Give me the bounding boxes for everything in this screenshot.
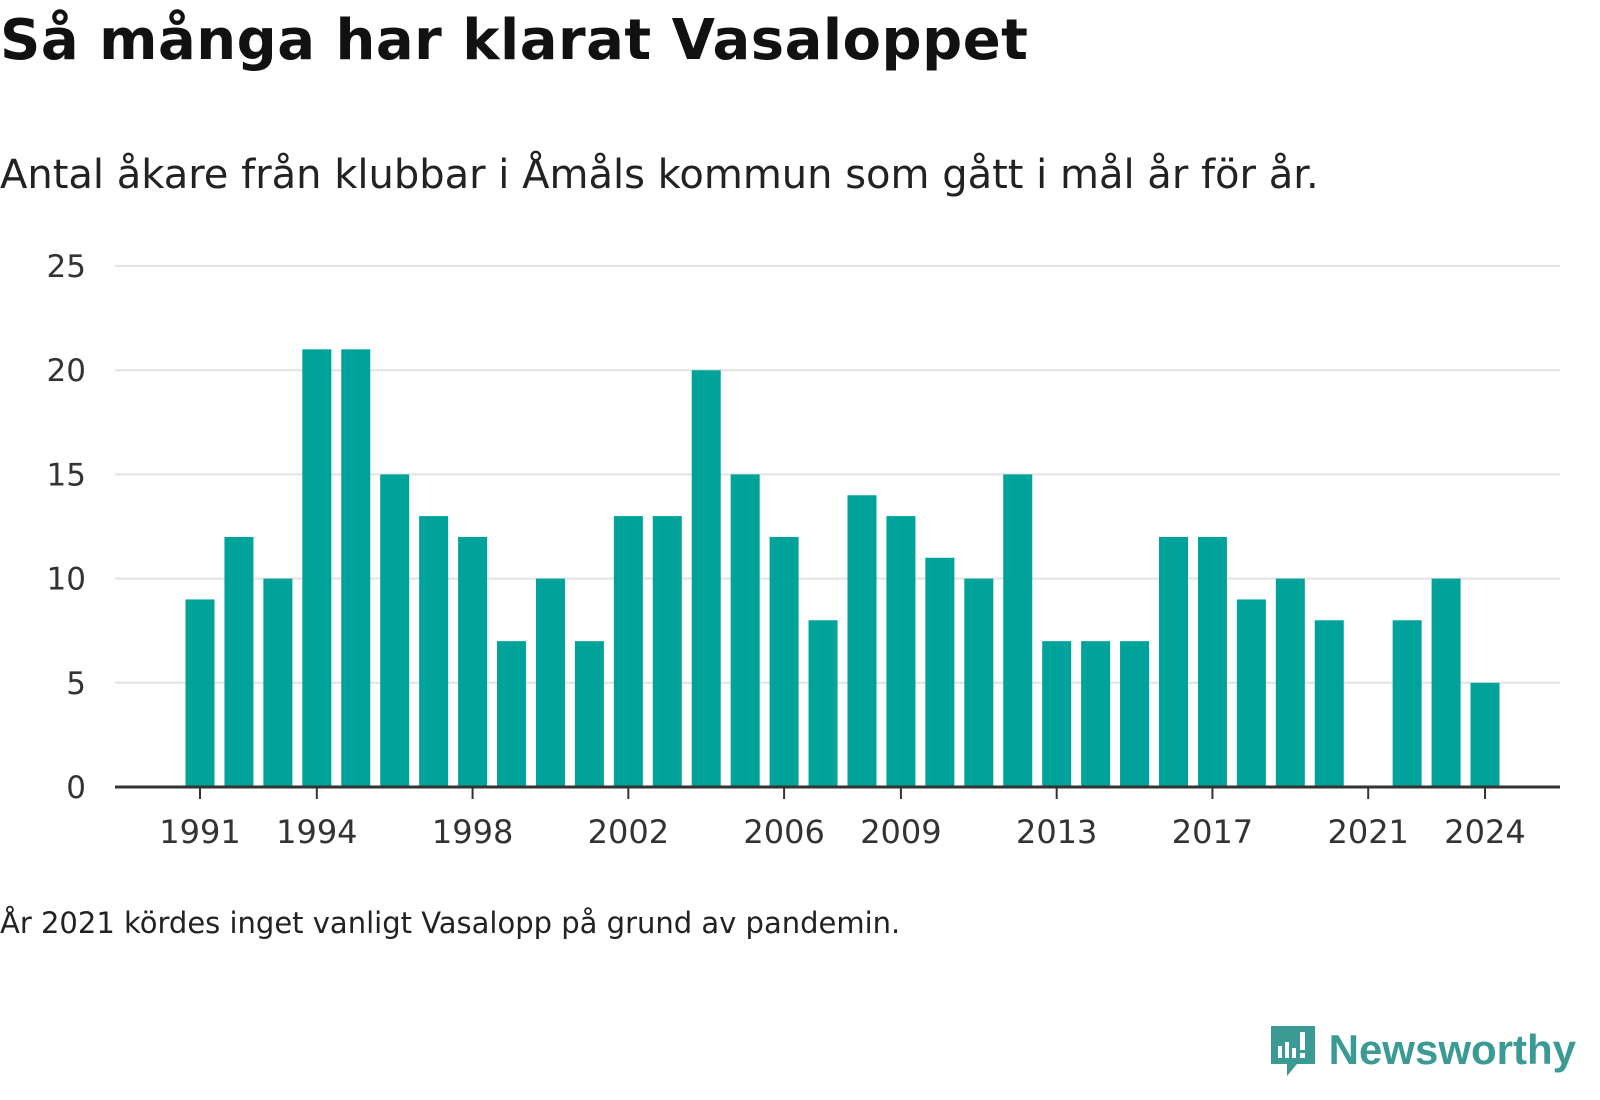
- bar: [224, 536, 254, 787]
- bar: [535, 578, 565, 787]
- x-tick-label: 1994: [276, 813, 357, 851]
- bar: [1120, 641, 1150, 787]
- bar: [925, 557, 955, 787]
- y-tick-label: 5: [66, 666, 86, 702]
- bar: [1197, 536, 1227, 787]
- x-tick-label: 1991: [159, 813, 240, 851]
- x-tick-label: 2006: [743, 813, 824, 851]
- bar: [1275, 578, 1305, 787]
- bar: [1314, 620, 1344, 787]
- brand-name: Newsworthy: [1328, 1026, 1576, 1073]
- bar-chart: 0 5 10 15 20 25 1991 1994 1998 2002 2006 2009 2013 20…: [47, 249, 1560, 851]
- y-tick-label: 25: [47, 249, 86, 285]
- bar: [1236, 599, 1266, 787]
- bar: [341, 349, 371, 787]
- bar: [964, 578, 994, 787]
- bar: [652, 516, 682, 787]
- bar: [1470, 682, 1500, 787]
- newsworthy-logo-icon: [1270, 1026, 1315, 1076]
- x-tick-label: 2009: [860, 813, 941, 851]
- bar: [458, 536, 488, 787]
- chart-title: Så många har klarat Vasaloppet: [0, 8, 1029, 73]
- x-tick-label: 2017: [1172, 813, 1253, 851]
- bar: [380, 474, 410, 787]
- x-tick-label: 2021: [1327, 813, 1408, 851]
- bar: [691, 370, 721, 787]
- x-tick-label: 2002: [588, 813, 669, 851]
- bar: [1392, 620, 1422, 787]
- bar: [1042, 641, 1072, 787]
- bar: [1431, 578, 1461, 787]
- bar: [613, 516, 643, 787]
- x-tick-label: 2024: [1444, 813, 1525, 851]
- y-tick-label: 15: [47, 457, 86, 493]
- bar: [730, 474, 760, 787]
- bar: [1159, 536, 1188, 787]
- brand: Newsworthy: [1267, 1022, 1576, 1078]
- bar: [302, 349, 332, 787]
- bar: [185, 599, 215, 787]
- footnote: År 2021 kördes inget vanligt Vasalopp på…: [0, 906, 901, 940]
- x-tick-label: 1998: [432, 813, 513, 851]
- bar: [1003, 474, 1033, 787]
- bar: [419, 516, 449, 787]
- chart-subtitle: Antal åkare från klubbar i Åmåls kommun …: [0, 152, 1319, 198]
- x-tick-label: 2013: [1016, 813, 1097, 851]
- bar: [847, 495, 877, 787]
- y-tick-label: 10: [47, 562, 86, 598]
- bar: [886, 516, 916, 787]
- bar: [1081, 641, 1111, 787]
- y-tick-label: 0: [66, 770, 86, 806]
- bar: [574, 641, 604, 787]
- bar: [808, 620, 838, 787]
- bar: [769, 536, 799, 787]
- bar: [497, 641, 527, 787]
- y-tick-label: 20: [47, 353, 86, 389]
- bar: [263, 578, 293, 787]
